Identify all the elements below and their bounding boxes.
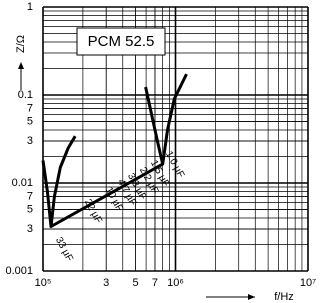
- x-arrow-head: [248, 294, 255, 300]
- x-tick-label: 10⁷: [300, 277, 316, 289]
- y-tick-label: 5: [27, 203, 33, 215]
- y-tick-label: 1: [27, 1, 33, 13]
- y-tick-label: 0.01: [12, 177, 33, 189]
- chart-title: PCM 52.5: [88, 33, 155, 50]
- y-tick-label: 0.1: [18, 89, 33, 101]
- y-tick-label: 3: [27, 223, 33, 235]
- annotation: 22 µF: [82, 197, 104, 225]
- x-tick-label: 10⁵: [35, 277, 52, 289]
- y-tick-label: 7: [27, 103, 33, 115]
- y-tick-label: 0.001: [5, 265, 33, 277]
- x-tick-label: 10⁶: [167, 277, 184, 289]
- x-axis-label: f/Hz: [274, 291, 294, 303]
- title-box: [76, 27, 166, 56]
- impedance-curve: [144, 73, 188, 166]
- y-tick-label: 7: [27, 191, 33, 203]
- impedance-curve: [50, 162, 164, 228]
- impedance-curve: [41, 135, 77, 228]
- y-axis-label: Z/Ω: [15, 35, 27, 53]
- series-label: 33 µF: [53, 235, 75, 263]
- y-arrow-head: [18, 62, 24, 69]
- y-tick-label: 3: [27, 135, 33, 147]
- y-tick-label: 5: [27, 115, 33, 127]
- x-tick-label: 5: [133, 277, 139, 289]
- x-tick-label: 3: [103, 277, 109, 289]
- x-tick-label: 7: [152, 277, 158, 289]
